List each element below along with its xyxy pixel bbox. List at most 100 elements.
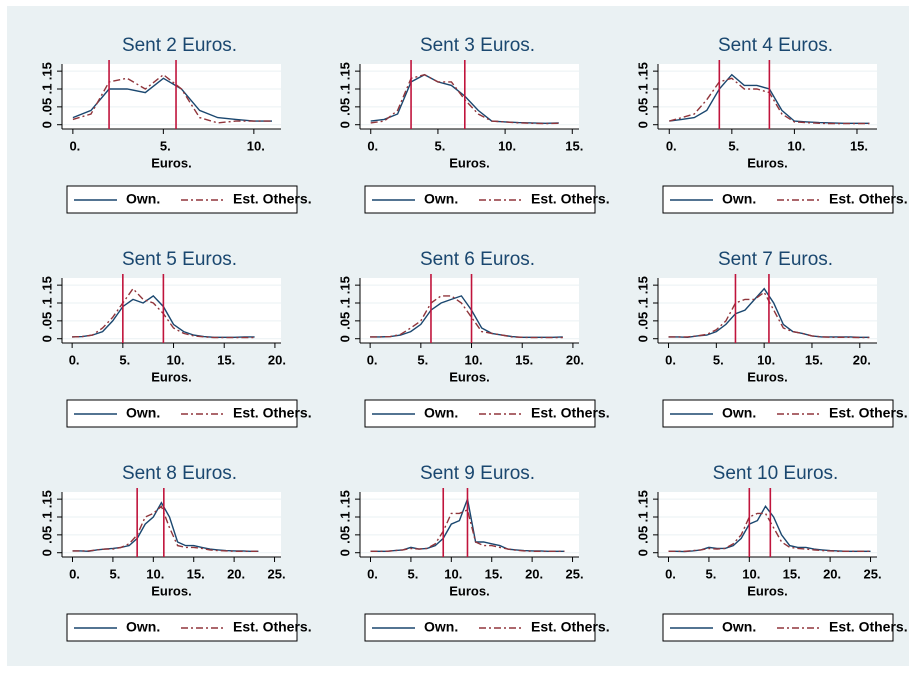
x-tick-label: 5. — [109, 566, 120, 581]
plot-area — [658, 64, 877, 129]
y-tick-label: .1 — [635, 298, 650, 309]
y-tick-label: 0 — [39, 335, 54, 342]
x-tick-label: 10. — [146, 566, 164, 581]
plot-area — [360, 492, 579, 557]
x-tick-label: 10. — [742, 566, 760, 581]
x-tick-label: 0. — [367, 352, 378, 367]
panel: Sent 10 Euros. 0 .05 .1 .15 0. 5. 10. 15. 20. 25. E… — [635, 463, 908, 642]
legend-label: Own. — [126, 619, 160, 635]
plot-area — [658, 492, 877, 557]
x-tick-label: 0. — [665, 352, 676, 367]
x-axis-title: Euros. — [449, 155, 489, 170]
x-tick-label: 5. — [407, 566, 418, 581]
legend-label: Own. — [126, 405, 160, 421]
panel-title: Sent 6 Euros. — [420, 249, 535, 270]
x-tick-label: 0. — [69, 566, 80, 581]
y-tick-label: .05 — [39, 312, 54, 330]
x-tick-label: 20. — [823, 566, 841, 581]
y-tick-label: 0 — [39, 549, 54, 556]
x-tick-label: 0. — [367, 566, 378, 581]
panel-title: Sent 5 Euros. — [122, 249, 237, 270]
plot-area — [62, 278, 281, 343]
legend-label: Own. — [424, 619, 458, 635]
y-tick-label: .05 — [635, 98, 650, 116]
x-tick-label: 15. — [805, 352, 823, 367]
y-tick-label: 0 — [337, 335, 352, 342]
legend-label: Own. — [424, 191, 458, 207]
x-tick-label: 5. — [728, 138, 739, 153]
y-tick-label: 0 — [635, 335, 650, 342]
panel: Sent 7 Euros. 0 .05 .1 .15 0. 5. 10. 15. 20. Euros… — [635, 249, 908, 428]
y-tick-label: .1 — [39, 512, 54, 523]
y-tick-label: .1 — [337, 84, 352, 95]
x-tick-label: 25. — [863, 566, 881, 581]
x-tick-label: 15. — [850, 138, 868, 153]
x-axis-title: Euros. — [151, 583, 191, 598]
x-tick-label: 15. — [515, 352, 533, 367]
legend-label: Est. Others. — [531, 619, 610, 635]
series-line — [72, 77, 272, 122]
y-tick-label: 0 — [39, 121, 54, 128]
y-tick-label: .05 — [337, 98, 352, 116]
legend-label: Own. — [722, 191, 756, 207]
legend-label: Est. Others. — [829, 405, 908, 421]
x-tick-label: 10. — [247, 138, 265, 153]
y-tick-label: .1 — [39, 84, 54, 95]
y-tick-label: .1 — [635, 84, 650, 95]
y-tick-label: .05 — [635, 526, 650, 544]
y-tick-label: .15 — [635, 276, 650, 294]
x-axis-title: Euros. — [449, 369, 489, 384]
legend-label: Est. Others. — [829, 191, 908, 207]
x-tick-label: 0. — [666, 138, 677, 153]
y-tick-label: .1 — [337, 512, 352, 523]
x-tick-label: 10. — [757, 352, 775, 367]
y-tick-label: .15 — [635, 62, 650, 80]
x-tick-label: 15. — [485, 566, 503, 581]
x-tick-label: 5. — [417, 352, 428, 367]
x-tick-label: 10. — [787, 138, 805, 153]
x-tick-label: 0. — [69, 138, 80, 153]
y-tick-label: .05 — [337, 312, 352, 330]
panel-title: Sent 10 Euros. — [713, 463, 839, 484]
legend-label: Est. Others. — [233, 405, 312, 421]
x-axis-title: Euros. — [151, 155, 191, 170]
x-tick-label: 0. — [665, 566, 676, 581]
y-tick-label: 0 — [635, 121, 650, 128]
panel-title: Sent 9 Euros. — [420, 463, 535, 484]
x-tick-label: 20. — [268, 352, 286, 367]
x-tick-label: 5. — [713, 352, 724, 367]
y-tick-label: 0 — [635, 549, 650, 556]
y-tick-label: .05 — [39, 98, 54, 116]
y-tick-label: 0 — [337, 121, 352, 128]
y-tick-label: .1 — [635, 512, 650, 523]
x-tick-label: 20. — [525, 566, 543, 581]
series-line — [370, 295, 563, 339]
plot-area — [658, 278, 877, 343]
y-tick-label: .15 — [337, 62, 352, 80]
panel-title: Sent 4 Euros. — [718, 35, 833, 56]
x-axis-title: Euros. — [747, 155, 787, 170]
panel: Sent 2 Euros. 0 .05 .1 .15 0. 5. 10. Euros. Own. E… — [39, 35, 312, 214]
x-tick-label: 5. — [119, 352, 130, 367]
x-tick-label: 15. — [217, 352, 235, 367]
legend-label: Est. Others. — [829, 619, 908, 635]
legend-label: Own. — [126, 191, 160, 207]
x-tick-label: 15. — [565, 138, 583, 153]
x-tick-label: 15. — [783, 566, 801, 581]
x-tick-label: 5. — [160, 138, 171, 153]
panel: Sent 4 Euros. 0 .05 .1 .15 0. 5. 10. 15. Euros. Ow… — [635, 35, 908, 214]
plot-area — [62, 64, 281, 129]
x-tick-label: 20. — [566, 352, 584, 367]
y-tick-label: .15 — [337, 490, 352, 508]
y-tick-label: .1 — [337, 298, 352, 309]
panel: Sent 6 Euros. 0 .05 .1 .15 0. 5. 10. 15. 20. Euros… — [337, 249, 610, 428]
y-tick-label: 0 — [337, 549, 352, 556]
plot-area — [360, 64, 579, 129]
x-tick-label: 10. — [166, 352, 184, 367]
x-tick-label: 0. — [69, 352, 80, 367]
y-tick-label: .1 — [39, 298, 54, 309]
y-tick-label: .15 — [635, 490, 650, 508]
x-tick-label: 10. — [498, 138, 516, 153]
plot-area — [360, 278, 579, 343]
x-tick-label: 5. — [435, 138, 446, 153]
